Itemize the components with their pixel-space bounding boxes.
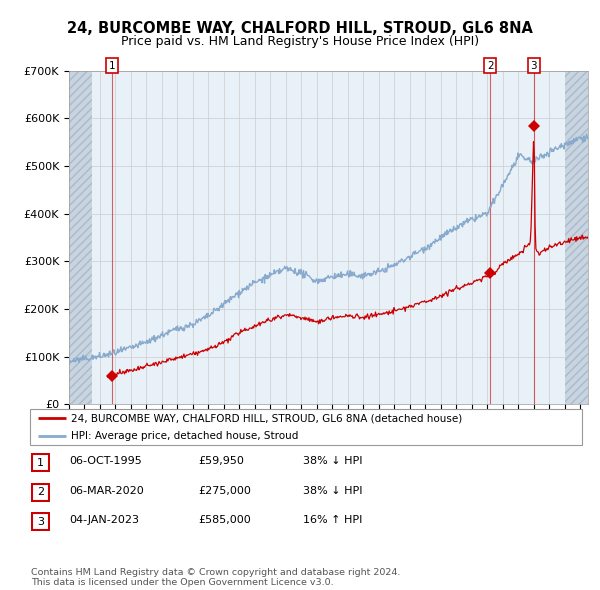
Text: 3: 3 — [37, 517, 44, 526]
Text: £59,950: £59,950 — [198, 457, 244, 466]
Text: Contains HM Land Registry data © Crown copyright and database right 2024.
This d: Contains HM Land Registry data © Crown c… — [31, 568, 401, 587]
Bar — [565, 71, 588, 404]
Text: 38% ↓ HPI: 38% ↓ HPI — [303, 457, 362, 466]
Text: 06-MAR-2020: 06-MAR-2020 — [69, 486, 144, 496]
Text: £275,000: £275,000 — [198, 486, 251, 496]
FancyBboxPatch shape — [30, 409, 582, 445]
Text: 2: 2 — [487, 61, 493, 71]
Text: HPI: Average price, detached house, Stroud: HPI: Average price, detached house, Stro… — [71, 431, 299, 441]
Text: 3: 3 — [530, 61, 537, 71]
Bar — [69, 71, 92, 404]
Text: £585,000: £585,000 — [198, 516, 251, 525]
Text: 04-JAN-2023: 04-JAN-2023 — [69, 516, 139, 525]
Text: 06-OCT-1995: 06-OCT-1995 — [69, 457, 142, 466]
FancyBboxPatch shape — [32, 484, 49, 500]
Text: 1: 1 — [37, 458, 44, 467]
FancyBboxPatch shape — [32, 454, 49, 471]
FancyBboxPatch shape — [32, 513, 49, 530]
Text: 38% ↓ HPI: 38% ↓ HPI — [303, 486, 362, 496]
Text: 1: 1 — [109, 61, 115, 71]
Text: 2: 2 — [37, 487, 44, 497]
Text: 24, BURCOMBE WAY, CHALFORD HILL, STROUD, GL6 8NA (detached house): 24, BURCOMBE WAY, CHALFORD HILL, STROUD,… — [71, 414, 463, 424]
Text: Price paid vs. HM Land Registry's House Price Index (HPI): Price paid vs. HM Land Registry's House … — [121, 35, 479, 48]
Text: 16% ↑ HPI: 16% ↑ HPI — [303, 516, 362, 525]
Text: 24, BURCOMBE WAY, CHALFORD HILL, STROUD, GL6 8NA: 24, BURCOMBE WAY, CHALFORD HILL, STROUD,… — [67, 21, 533, 35]
